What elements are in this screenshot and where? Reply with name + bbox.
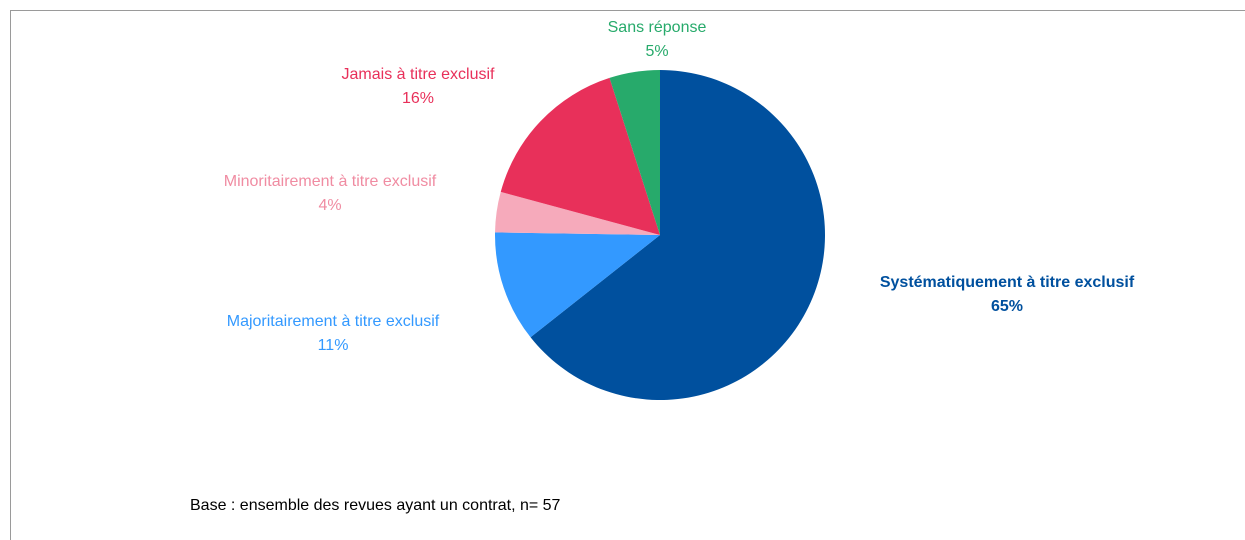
data-label: Jamais à titre exclusif 16% bbox=[288, 63, 548, 110]
pie-slice bbox=[500, 77, 660, 235]
value-label: 65% bbox=[990, 297, 1024, 315]
frame bbox=[10, 10, 1245, 540]
pie-slice bbox=[495, 191, 660, 235]
category-label: Minoritairement à titre exclusif bbox=[223, 173, 437, 190]
data-label: Majoritairement à titre exclusif 11% bbox=[173, 310, 493, 357]
category-label: Sans réponse bbox=[607, 19, 707, 36]
value-label: 4% bbox=[318, 196, 342, 214]
category-label: Majoritairement à titre exclusif bbox=[226, 313, 440, 330]
data-label: Systématiquement à titre exclusif 65% bbox=[867, 271, 1147, 318]
category-label: Systématiquement à titre exclusif bbox=[879, 274, 1135, 291]
value-label: 16% bbox=[401, 89, 435, 107]
data-label: Sans réponse 5% bbox=[557, 16, 757, 63]
data-label: Minoritairement à titre exclusif 4% bbox=[215, 170, 445, 217]
pie-slice bbox=[495, 232, 660, 338]
pie-slice bbox=[530, 70, 825, 401]
note: Base : ensemble des revues ayant un cont… bbox=[190, 497, 561, 514]
pie-slice bbox=[609, 70, 660, 235]
value-label: 5% bbox=[645, 42, 669, 60]
category-label: Jamais à titre exclusif bbox=[341, 66, 495, 83]
value-label: 11% bbox=[317, 336, 349, 354]
